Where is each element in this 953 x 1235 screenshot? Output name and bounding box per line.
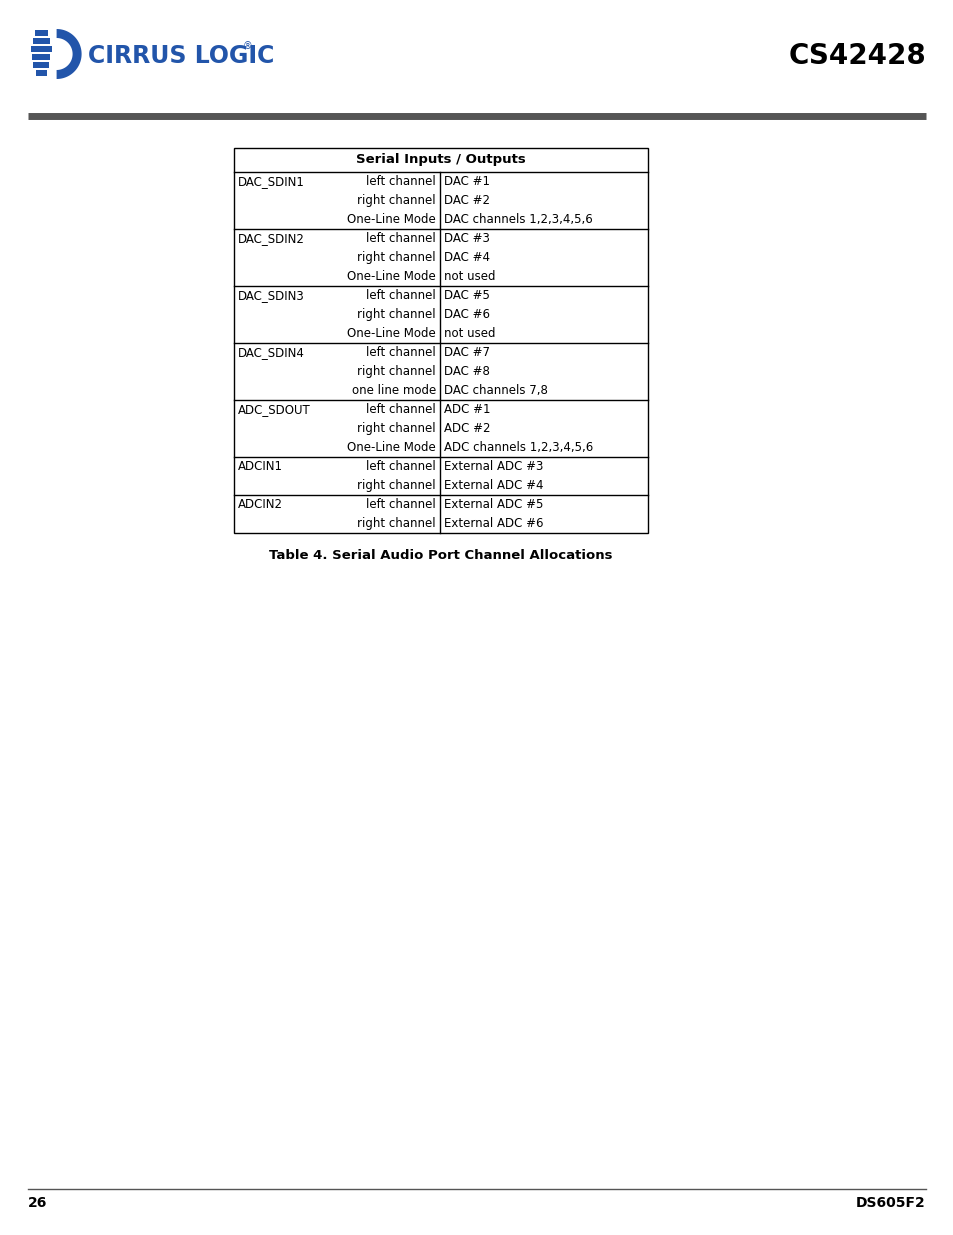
Bar (33, 62, 49, 68)
Text: ADC_SDOUT: ADC_SDOUT (237, 403, 311, 416)
Text: ADCIN1: ADCIN1 (237, 459, 283, 473)
Text: right channel: right channel (357, 308, 436, 321)
Text: not used: not used (443, 327, 495, 340)
Text: DAC_SDIN2: DAC_SDIN2 (237, 232, 305, 245)
Text: ADC channels 1,2,3,4,5,6: ADC channels 1,2,3,4,5,6 (443, 441, 593, 454)
Text: left channel: left channel (366, 403, 436, 416)
Text: External ADC #4: External ADC #4 (443, 479, 543, 492)
Text: DAC_SDIN3: DAC_SDIN3 (237, 289, 304, 303)
Text: ADC #2: ADC #2 (443, 422, 490, 435)
Text: DAC #8: DAC #8 (443, 366, 489, 378)
Text: left channel: left channel (366, 346, 436, 359)
Text: External ADC #6: External ADC #6 (443, 517, 543, 530)
Bar (233, 148, 647, 534)
Text: Table 4. Serial Audio Port Channel Allocations: Table 4. Serial Audio Port Channel Alloc… (269, 550, 612, 562)
Bar (33, 38, 51, 43)
Text: Serial Inputs / Outputs: Serial Inputs / Outputs (355, 153, 525, 167)
Bar (35, 30, 48, 36)
Text: One-Line Mode: One-Line Mode (347, 270, 436, 283)
Text: DS605F2: DS605F2 (856, 1195, 925, 1210)
Text: right channel: right channel (357, 517, 436, 530)
Bar (30, 46, 51, 52)
Text: DAC channels 7,8: DAC channels 7,8 (443, 384, 547, 396)
Text: right channel: right channel (357, 366, 436, 378)
Text: One-Line Mode: One-Line Mode (347, 441, 436, 454)
Text: DAC #3: DAC #3 (443, 232, 489, 245)
Text: ADCIN2: ADCIN2 (237, 498, 283, 511)
Text: DAC #4: DAC #4 (443, 251, 490, 264)
Text: DAC #1: DAC #1 (443, 175, 490, 188)
Text: DAC_SDIN1: DAC_SDIN1 (237, 175, 305, 188)
Text: right channel: right channel (357, 479, 436, 492)
Text: External ADC #3: External ADC #3 (443, 459, 543, 473)
Bar (31, 54, 51, 59)
Text: right channel: right channel (357, 194, 436, 207)
Text: left channel: left channel (366, 459, 436, 473)
Text: right channel: right channel (357, 251, 436, 264)
Text: DAC #5: DAC #5 (443, 289, 489, 303)
Text: one line mode: one line mode (352, 384, 436, 396)
Text: right channel: right channel (357, 422, 436, 435)
Text: left channel: left channel (366, 498, 436, 511)
Text: left channel: left channel (366, 232, 436, 245)
Text: not used: not used (443, 270, 495, 283)
Text: One-Line Mode: One-Line Mode (347, 212, 436, 226)
Text: left channel: left channel (366, 289, 436, 303)
Text: DAC #2: DAC #2 (443, 194, 490, 207)
Text: 26: 26 (28, 1195, 48, 1210)
Text: One-Line Mode: One-Line Mode (347, 327, 436, 340)
Polygon shape (56, 28, 82, 79)
Text: CIRRUS LOGIC: CIRRUS LOGIC (88, 44, 274, 68)
Text: DAC #6: DAC #6 (443, 308, 490, 321)
Text: DAC #7: DAC #7 (443, 346, 490, 359)
Text: CS42428: CS42428 (787, 42, 925, 70)
Text: External ADC #5: External ADC #5 (443, 498, 543, 511)
Bar (35, 70, 48, 75)
Text: ADC #1: ADC #1 (443, 403, 490, 416)
Text: ®: ® (243, 41, 253, 51)
Text: left channel: left channel (366, 175, 436, 188)
Text: DAC_SDIN4: DAC_SDIN4 (237, 346, 305, 359)
Text: DAC channels 1,2,3,4,5,6: DAC channels 1,2,3,4,5,6 (443, 212, 592, 226)
